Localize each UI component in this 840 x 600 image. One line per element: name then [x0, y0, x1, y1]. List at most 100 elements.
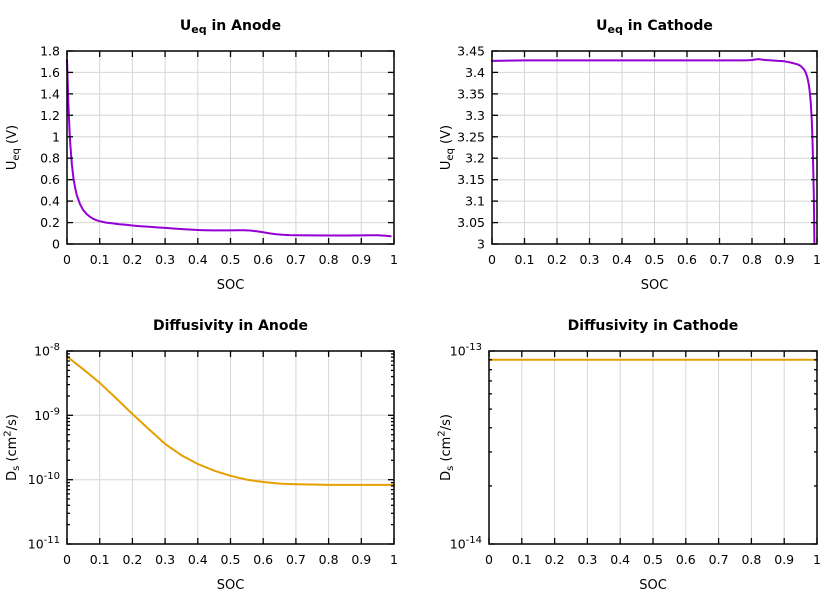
series-line	[66, 355, 395, 486]
svg-text:3.05: 3.05	[457, 215, 485, 230]
y-tick-labels: 10-14 10-13	[450, 342, 482, 551]
svg-text:0.3: 0.3	[155, 252, 175, 267]
y-axis-label: Ueq (V)	[5, 125, 22, 170]
plot-border	[488, 350, 818, 545]
svg-text:0.5: 0.5	[221, 252, 241, 267]
svg-text:3.35: 3.35	[457, 86, 485, 101]
svg-text:1: 1	[813, 252, 821, 267]
svg-text:0.4: 0.4	[40, 194, 60, 209]
ueq-anode-plot: 0 0.1 0.2 0.3 0.4 0.5 0.6 0.7 0.8 0.9 100.20.40.60…	[5, 18, 398, 293]
svg-text:3.2: 3.2	[465, 151, 485, 166]
y-tick-labels: 3 3.05 3.1 3.15 3.2 3.25 3.3 3.35 3.4 3.45	[457, 44, 485, 252]
svg-text:0.2: 0.2	[122, 252, 142, 267]
svg-text:0.9: 0.9	[774, 552, 794, 567]
x-axis-label: SOC	[217, 578, 245, 593]
svg-text:1.2: 1.2	[40, 108, 60, 123]
y-tick-labels: 0 0.2 0.4 0.6 0.8 1 1.2 1.4 1.6 1.8	[40, 44, 60, 252]
svg-text:0.5: 0.5	[645, 252, 665, 267]
diffusivity-anode-plot: 0 0.1 0.2 0.3 0.4 0.5 0.6 0.7 0.8 0.9 110-1110-101…	[3, 318, 398, 593]
grid	[521, 351, 785, 544]
diffusivity-cathode-plot: 0 0.1 0.2 0.3 0.4 0.5 0.6 0.7 0.8 0.9 1 10-14 10-13 D…	[437, 318, 821, 593]
series-line	[491, 58, 816, 245]
svg-text:0.6: 0.6	[677, 252, 697, 267]
chart-title: Ueq in Anode	[180, 18, 281, 36]
grid	[67, 51, 394, 244]
chart-ueq-anode: 0 0.1 0.2 0.3 0.4 0.5 0.6 0.7 0.8 0.9 1 0 0.2 0.4 0.6 0…	[0, 0, 420, 300]
svg-text:3.15: 3.15	[457, 172, 485, 187]
y-tick-labels: 10-11 10-10 10-9 10-8	[28, 342, 60, 551]
svg-text:0.2: 0.2	[122, 552, 142, 567]
chart-title: Ueq in Cathode	[596, 18, 713, 36]
x-tick-labels: 0 0.1 0.2 0.3 0.4 0.5 0.6 0.7 0.8 0.9 1	[63, 552, 398, 567]
svg-text:0.9: 0.9	[351, 552, 371, 567]
svg-text:0.6: 0.6	[253, 552, 273, 567]
x-tick-labels: 0 0.1 0.2 0.3 0.4 0.5 0.6 0.7 0.8 0.9 1	[485, 552, 821, 567]
grid	[67, 351, 394, 544]
x-tick-labels: 0 0.1 0.2 0.3 0.4 0.5 0.6 0.7 0.8 0.9 1	[63, 252, 398, 267]
svg-text:0.2: 0.2	[547, 252, 567, 267]
svg-text:0: 0	[63, 252, 71, 267]
svg-text:0: 0	[63, 552, 71, 567]
svg-text:10-11: 10-11	[28, 535, 60, 551]
plot-border	[66, 350, 395, 545]
svg-text:0.1: 0.1	[512, 552, 532, 567]
chart-title: Diffusivity in Cathode	[568, 318, 739, 334]
svg-text:1: 1	[813, 552, 821, 567]
svg-text:0.3: 0.3	[580, 252, 600, 267]
svg-text:0.8: 0.8	[741, 552, 761, 567]
x-axis-label: SOC	[639, 578, 667, 593]
svg-text:3.45: 3.45	[457, 44, 485, 59]
svg-text:0.3: 0.3	[155, 552, 175, 567]
svg-text:0.2: 0.2	[545, 552, 565, 567]
svg-text:0.4: 0.4	[612, 252, 632, 267]
svg-text:10-9: 10-9	[34, 407, 60, 423]
x-axis-label: SOC	[217, 278, 245, 293]
svg-text:0.4: 0.4	[610, 552, 630, 567]
svg-text:1.6: 1.6	[40, 65, 60, 80]
svg-text:0.1: 0.1	[90, 552, 110, 567]
svg-text:0.8: 0.8	[40, 151, 60, 166]
svg-text:0.2: 0.2	[40, 215, 60, 230]
y-axis-label: Ds (cm2/s)	[437, 414, 456, 481]
y-axis-label: Ds (cm2/s)	[3, 414, 22, 481]
svg-text:0.8: 0.8	[319, 552, 339, 567]
grid	[492, 51, 817, 244]
svg-text:3.4: 3.4	[465, 65, 485, 80]
svg-text:10-14: 10-14	[450, 535, 482, 551]
chart-title: Diffusivity in Anode	[153, 318, 308, 334]
svg-text:0.8: 0.8	[319, 252, 339, 267]
svg-text:1: 1	[52, 129, 60, 144]
svg-text:1: 1	[390, 252, 398, 267]
svg-text:1: 1	[390, 552, 398, 567]
x-tick-labels: 0 0.1 0.2 0.3 0.4 0.5 0.6 0.7 0.8 0.9 1	[488, 252, 821, 267]
svg-text:0.3: 0.3	[577, 552, 597, 567]
svg-text:0.7: 0.7	[710, 252, 730, 267]
svg-text:10-10: 10-10	[28, 471, 60, 487]
chart-ueq-cathode: 0 0.1 0.2 0.3 0.4 0.5 0.6 0.7 0.8 0.9 1 3 3.05 3.1 3.1…	[420, 0, 840, 300]
svg-text:0.8: 0.8	[742, 252, 762, 267]
y-axis-label: Ueq (V)	[439, 125, 456, 170]
svg-text:3: 3	[477, 237, 485, 252]
svg-text:0.6: 0.6	[676, 552, 696, 567]
svg-text:0: 0	[488, 252, 496, 267]
x-axis-label: SOC	[641, 278, 669, 293]
svg-text:0.6: 0.6	[40, 172, 60, 187]
svg-text:0.4: 0.4	[188, 252, 208, 267]
plot-border	[66, 50, 395, 245]
svg-text:3.25: 3.25	[457, 129, 485, 144]
svg-text:0.5: 0.5	[221, 552, 241, 567]
series-line	[66, 58, 392, 238]
svg-text:0: 0	[485, 552, 493, 567]
chart-diffusivity-anode: 0 0.1 0.2 0.3 0.4 0.5 0.6 0.7 0.8 0.9 1 10-11 10-10 1…	[0, 300, 420, 600]
svg-text:0.7: 0.7	[286, 552, 306, 567]
chart-diffusivity-cathode: 0 0.1 0.2 0.3 0.4 0.5 0.6 0.7 0.8 0.9 1 10-14 10-13 D…	[420, 300, 840, 600]
svg-text:0.6: 0.6	[253, 252, 273, 267]
svg-text:0.1: 0.1	[90, 252, 110, 267]
plot-border	[491, 50, 818, 245]
svg-text:0: 0	[52, 237, 60, 252]
svg-text:0.7: 0.7	[709, 552, 729, 567]
svg-text:10-8: 10-8	[34, 342, 60, 358]
ueq-cathode-plot: 0 0.1 0.2 0.3 0.4 0.5 0.6 0.7 0.8 0.9 1 3 3.05 3.1 3.1…	[439, 18, 821, 293]
svg-text:0.5: 0.5	[643, 552, 663, 567]
